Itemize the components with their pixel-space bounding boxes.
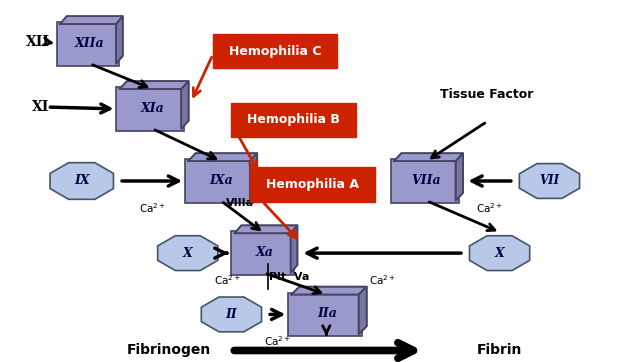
Polygon shape bbox=[469, 236, 529, 270]
Polygon shape bbox=[188, 153, 258, 161]
Polygon shape bbox=[201, 297, 261, 332]
Text: Xa: Xa bbox=[256, 246, 273, 259]
Text: XIa: XIa bbox=[141, 102, 164, 115]
Polygon shape bbox=[291, 287, 367, 295]
Text: X: X bbox=[183, 247, 192, 260]
Text: VIIIa: VIIIa bbox=[226, 198, 254, 208]
FancyBboxPatch shape bbox=[231, 231, 294, 275]
Text: Ca$^{2+}$: Ca$^{2+}$ bbox=[139, 201, 166, 215]
Polygon shape bbox=[291, 226, 298, 273]
Polygon shape bbox=[456, 153, 463, 201]
FancyBboxPatch shape bbox=[391, 159, 459, 203]
Text: Hemophilia B: Hemophilia B bbox=[248, 113, 340, 126]
Polygon shape bbox=[60, 16, 122, 24]
Text: X: X bbox=[495, 247, 504, 260]
FancyBboxPatch shape bbox=[57, 22, 119, 66]
Text: II: II bbox=[226, 308, 238, 321]
Text: Hemophilia A: Hemophilia A bbox=[266, 178, 359, 191]
Polygon shape bbox=[519, 164, 579, 198]
Text: Plt  Va: Plt Va bbox=[269, 272, 309, 282]
Polygon shape bbox=[158, 236, 218, 270]
Text: IX: IX bbox=[74, 174, 89, 188]
Text: IXa: IXa bbox=[209, 174, 232, 187]
Text: Fibrin: Fibrin bbox=[477, 344, 522, 358]
FancyBboxPatch shape bbox=[213, 34, 338, 68]
Text: XI: XI bbox=[32, 100, 49, 114]
Polygon shape bbox=[181, 81, 189, 129]
Text: XII: XII bbox=[26, 35, 49, 49]
Text: VII: VII bbox=[539, 174, 559, 188]
Text: Ca$^{2+}$: Ca$^{2+}$ bbox=[214, 273, 241, 287]
Text: Tissue Factor: Tissue Factor bbox=[441, 88, 534, 101]
FancyBboxPatch shape bbox=[116, 87, 184, 131]
Text: Ca$^{2+}$: Ca$^{2+}$ bbox=[369, 273, 396, 287]
Text: XIIa: XIIa bbox=[75, 37, 104, 50]
Text: Fibrinogen: Fibrinogen bbox=[127, 344, 211, 358]
FancyBboxPatch shape bbox=[250, 168, 375, 202]
Polygon shape bbox=[359, 287, 367, 334]
FancyBboxPatch shape bbox=[185, 159, 253, 203]
Polygon shape bbox=[119, 81, 189, 89]
FancyBboxPatch shape bbox=[288, 293, 362, 336]
Polygon shape bbox=[250, 153, 258, 201]
Polygon shape bbox=[394, 153, 463, 161]
FancyBboxPatch shape bbox=[231, 102, 356, 137]
Text: Hemophilia C: Hemophilia C bbox=[229, 45, 321, 58]
Polygon shape bbox=[234, 226, 298, 233]
Text: VIIa: VIIa bbox=[412, 174, 441, 187]
Polygon shape bbox=[50, 163, 114, 199]
Text: Ca$^{2+}$: Ca$^{2+}$ bbox=[476, 201, 503, 215]
Text: IIa: IIa bbox=[317, 307, 337, 320]
Polygon shape bbox=[116, 16, 122, 64]
Text: Ca$^{2+}$: Ca$^{2+}$ bbox=[264, 334, 291, 348]
